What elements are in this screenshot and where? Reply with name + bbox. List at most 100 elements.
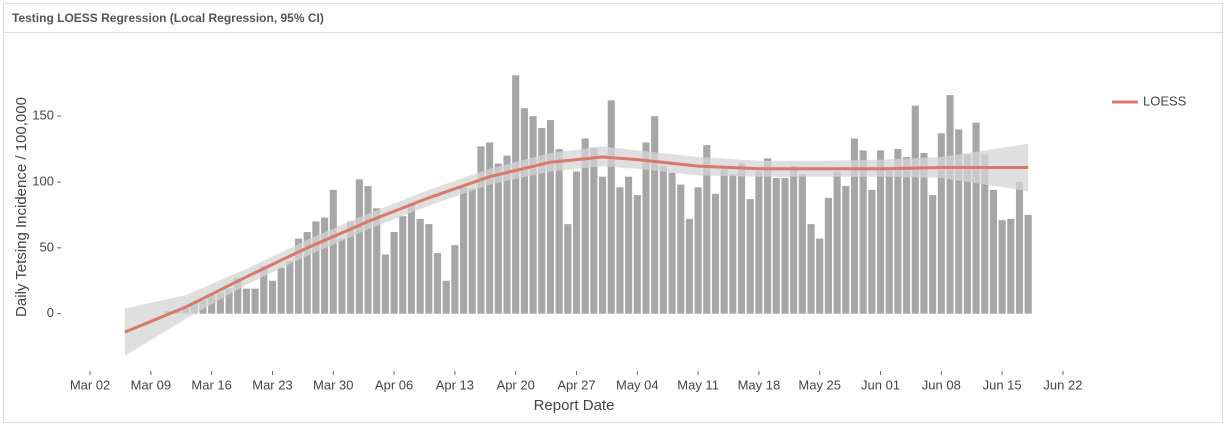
bar bbox=[790, 166, 798, 314]
bar bbox=[581, 138, 589, 314]
bar bbox=[781, 178, 789, 314]
bar bbox=[494, 163, 502, 314]
bar bbox=[711, 193, 720, 314]
bar bbox=[798, 174, 806, 314]
x-tick-label: May 25 bbox=[798, 377, 841, 392]
bar bbox=[772, 178, 780, 314]
bar bbox=[225, 288, 233, 314]
bar bbox=[407, 203, 416, 314]
bar bbox=[876, 150, 885, 314]
legend-label: LOESS bbox=[1143, 93, 1187, 108]
bar bbox=[1024, 214, 1032, 314]
bar bbox=[477, 146, 485, 314]
bar bbox=[460, 187, 468, 314]
bar bbox=[677, 184, 685, 314]
bar bbox=[433, 253, 442, 314]
bar bbox=[737, 163, 746, 314]
bar bbox=[555, 149, 563, 314]
x-tick-label: Mar 16 bbox=[191, 377, 231, 392]
bar bbox=[216, 292, 224, 314]
bar bbox=[321, 217, 329, 314]
x-tick-label: Jun 15 bbox=[983, 377, 1022, 392]
bar bbox=[303, 232, 311, 314]
bar bbox=[329, 189, 337, 314]
bar bbox=[668, 172, 676, 314]
bar bbox=[616, 187, 624, 314]
bar bbox=[381, 254, 389, 314]
bar bbox=[833, 171, 841, 314]
y-axis-label: Daily Tetsing Incidence / 100,000 bbox=[13, 97, 30, 317]
bar bbox=[546, 120, 555, 314]
x-tick-label: Jun 22 bbox=[1043, 377, 1082, 392]
bar bbox=[286, 261, 294, 314]
bar bbox=[911, 105, 919, 314]
bar bbox=[625, 176, 633, 314]
bar bbox=[816, 238, 824, 314]
bar bbox=[903, 156, 911, 314]
bar bbox=[972, 122, 980, 314]
bar bbox=[764, 158, 772, 314]
bar bbox=[929, 195, 937, 314]
bar bbox=[850, 138, 859, 314]
y-tick-label: 0 bbox=[47, 305, 54, 320]
bar bbox=[590, 147, 598, 314]
bar bbox=[503, 155, 511, 314]
x-tick-label: Apr 27 bbox=[557, 377, 595, 392]
bar bbox=[998, 220, 1006, 314]
bar bbox=[651, 116, 659, 314]
x-tick-label: Mar 30 bbox=[313, 377, 353, 392]
bar bbox=[312, 221, 320, 314]
bar bbox=[468, 188, 476, 314]
bar bbox=[729, 174, 737, 314]
bar bbox=[1015, 181, 1024, 314]
bar bbox=[234, 278, 242, 314]
panel: Testing LOESS Regression (Local Regressi… bbox=[3, 3, 1223, 423]
bar bbox=[1007, 218, 1015, 314]
bar bbox=[720, 168, 728, 314]
bar bbox=[989, 189, 998, 314]
bar bbox=[451, 245, 459, 314]
x-axis-label: Report Date bbox=[534, 397, 615, 414]
bar bbox=[885, 170, 893, 314]
bar bbox=[512, 75, 520, 314]
bar bbox=[442, 280, 450, 314]
bar bbox=[390, 232, 398, 314]
x-tick-label: May 11 bbox=[677, 377, 719, 392]
bar bbox=[277, 267, 285, 314]
bar bbox=[868, 189, 876, 314]
x-tick-label: Apr 20 bbox=[497, 377, 535, 392]
x-tick-label: Apr 13 bbox=[436, 377, 474, 392]
bar bbox=[633, 195, 641, 314]
bar bbox=[338, 238, 346, 314]
y-tick-label: 100 bbox=[32, 173, 54, 188]
bar bbox=[807, 224, 815, 314]
bar bbox=[607, 100, 615, 314]
bar bbox=[416, 218, 424, 314]
bar bbox=[364, 185, 372, 314]
bar bbox=[572, 171, 581, 314]
bar bbox=[208, 295, 216, 314]
bar bbox=[824, 197, 832, 314]
bar bbox=[694, 187, 702, 314]
x-tick-label: Jun 01 bbox=[861, 377, 900, 392]
bar bbox=[520, 108, 528, 314]
bar bbox=[659, 166, 667, 314]
bar bbox=[894, 149, 902, 314]
bar bbox=[242, 288, 250, 314]
x-tick-label: Jun 08 bbox=[922, 377, 961, 392]
x-tick-label: May 18 bbox=[738, 377, 781, 392]
bar bbox=[294, 238, 303, 314]
panel-title: Testing LOESS Regression (Local Regressi… bbox=[4, 4, 1222, 33]
bar bbox=[373, 208, 381, 314]
bar bbox=[486, 142, 494, 314]
bar bbox=[529, 116, 537, 314]
bar bbox=[937, 133, 945, 314]
bar bbox=[355, 179, 363, 314]
bar bbox=[399, 216, 407, 314]
x-tick-label: May 04 bbox=[616, 377, 659, 392]
y-tick-label: 150 bbox=[32, 108, 54, 123]
bar bbox=[842, 185, 850, 314]
loess-line bbox=[124, 155, 1029, 334]
bar bbox=[251, 288, 259, 314]
bar bbox=[268, 280, 277, 314]
